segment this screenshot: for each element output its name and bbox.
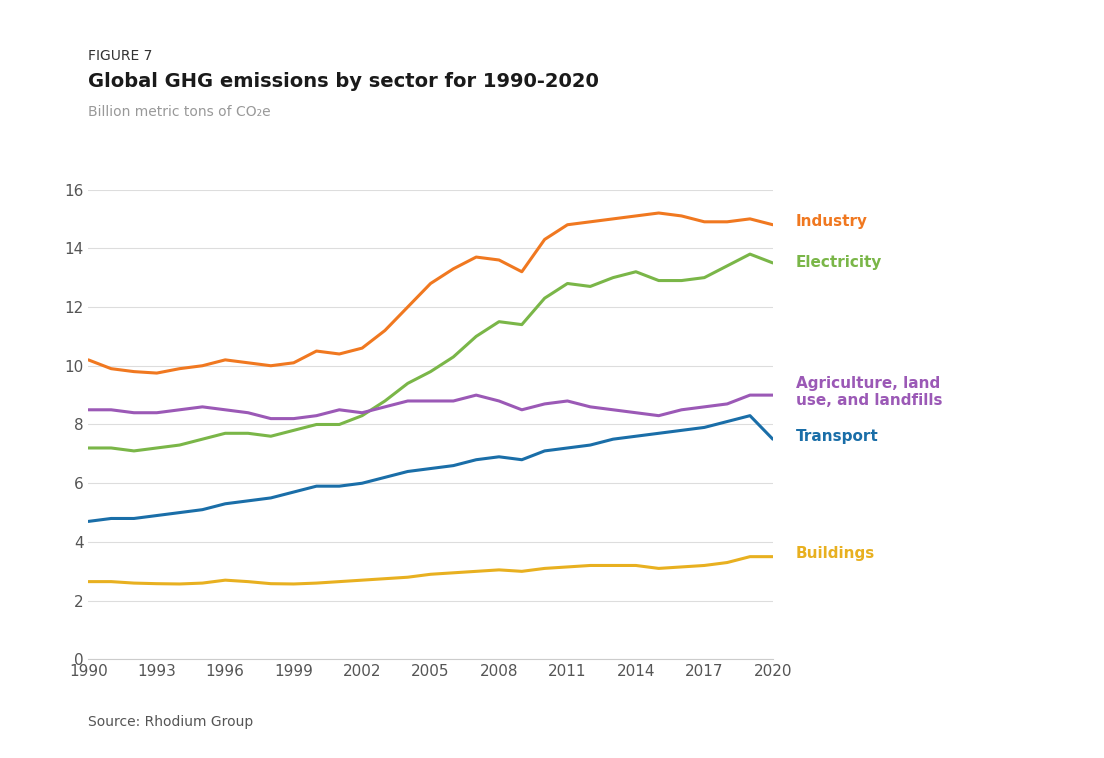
Text: Electricity: Electricity <box>796 255 882 271</box>
Text: Source: Rhodium Group: Source: Rhodium Group <box>88 716 254 729</box>
Text: Agriculture, land
use, and landfills: Agriculture, land use, and landfills <box>796 376 942 409</box>
Text: FIGURE 7: FIGURE 7 <box>88 49 152 63</box>
Text: Global GHG emissions by sector for 1990-2020: Global GHG emissions by sector for 1990-… <box>88 72 599 91</box>
Text: Buildings: Buildings <box>796 547 874 561</box>
Text: Transport: Transport <box>796 429 879 443</box>
Text: Billion metric tons of CO₂e: Billion metric tons of CO₂e <box>88 105 270 118</box>
Text: Industry: Industry <box>796 215 868 230</box>
